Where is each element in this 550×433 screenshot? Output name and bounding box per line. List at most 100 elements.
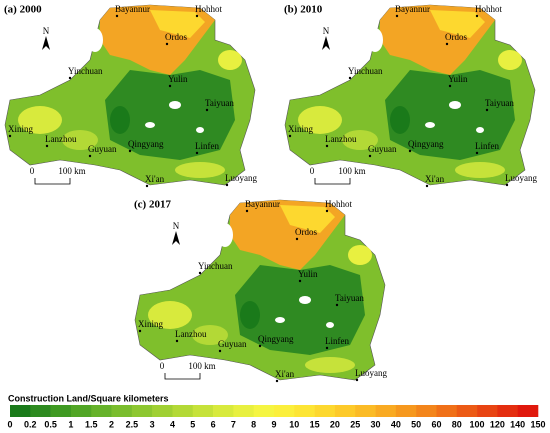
city-dot <box>195 14 199 18</box>
city-label: Luoyang <box>225 173 257 183</box>
city-label: Guyuan <box>88 144 117 154</box>
legend-swatch <box>436 405 458 417</box>
legend-swatch <box>497 405 518 417</box>
city-label: Xi'an <box>275 369 295 379</box>
legend-label: 140 <box>510 419 525 429</box>
city-label: Yulin <box>168 74 188 84</box>
legend-label: 25 <box>350 419 360 429</box>
legend-label: 60 <box>431 419 441 429</box>
city-dot <box>175 339 179 343</box>
city-dot <box>485 108 489 112</box>
city-label: Xi'an <box>145 174 165 184</box>
city-label: Xining <box>138 319 164 329</box>
city-label: Yulin <box>448 74 468 84</box>
legend-swatch <box>477 405 498 417</box>
legend-swatch <box>375 405 397 417</box>
legend-label: 20 <box>330 419 340 429</box>
city-dot <box>348 76 352 80</box>
legend-label: 120 <box>490 419 505 429</box>
city-dot <box>505 183 509 187</box>
city-dot <box>475 151 479 155</box>
scale-bar <box>34 178 71 185</box>
panel-title: (a) 2000 <box>4 4 42 16</box>
legend: Construction Land/Square kilometers 0 0.2 0… <box>7 393 545 429</box>
scale-start: 0 <box>310 166 315 176</box>
city-dot <box>225 183 229 187</box>
city-label: Taiyuan <box>335 293 364 303</box>
north-arrow-label: N <box>43 26 50 36</box>
scale-end: 100 km <box>188 361 215 371</box>
scale-end: 100 km <box>338 166 365 176</box>
city-label: Linfen <box>325 336 349 346</box>
legend-swatch <box>456 405 478 417</box>
city-dot <box>115 14 119 18</box>
city-dot <box>295 237 299 241</box>
city-dot <box>475 14 479 18</box>
city-label: Yinchuan <box>198 261 233 271</box>
city-dot <box>198 271 202 275</box>
legend-label: 0.5 <box>44 419 57 429</box>
legend-label: 7 <box>231 419 236 429</box>
legend-swatch <box>416 405 437 417</box>
legend-swatch <box>91 405 112 417</box>
north-arrow <box>322 36 330 50</box>
north-arrow-label: N <box>323 26 330 36</box>
legend-label: 4 <box>170 419 175 429</box>
legend-swatch <box>233 405 254 417</box>
city-label: Linfen <box>195 141 219 151</box>
city-dot <box>258 344 262 348</box>
city-dot <box>275 379 279 383</box>
legend-swatch <box>172 405 194 417</box>
legend-label: 1.5 <box>85 419 98 429</box>
city-dot <box>128 149 132 153</box>
legend-swatch <box>111 405 133 417</box>
scale-start: 0 <box>160 361 165 371</box>
city-label: Linfen <box>475 141 499 151</box>
legend-swatch <box>50 405 72 417</box>
legend-swatch <box>294 405 315 417</box>
legend-label: 40 <box>391 419 401 429</box>
legend-swatch <box>30 405 51 417</box>
legend-swatch <box>517 405 539 417</box>
city-label: Xi'an <box>425 174 445 184</box>
legend-swatch <box>70 405 92 417</box>
city-dot <box>168 84 172 88</box>
legend-swatch <box>253 405 275 417</box>
legend-label: 80 <box>452 419 462 429</box>
legend-label: 150 <box>530 419 545 429</box>
city-label: Xining <box>8 124 34 134</box>
legend-label: 1 <box>68 419 73 429</box>
city-label: Guyuan <box>368 144 397 154</box>
city-label: Guyuan <box>218 339 247 349</box>
legend-label: 0.2 <box>24 419 37 429</box>
city-dot <box>445 42 449 46</box>
city-label: Lanzhou <box>45 134 77 144</box>
city-label: Yinchuan <box>68 66 103 76</box>
city-dot <box>218 349 222 353</box>
city-label: Qingyang <box>408 139 444 149</box>
legend-swatch <box>334 405 356 417</box>
city-dot <box>165 42 169 46</box>
city-dot <box>45 144 49 148</box>
city-dot <box>288 134 292 138</box>
scale-bar <box>314 178 351 185</box>
city-dot <box>448 84 452 88</box>
city-dot <box>325 346 329 350</box>
city-label: Xining <box>288 124 314 134</box>
scale-start: 0 <box>30 166 35 176</box>
legend-label: 2.5 <box>126 419 139 429</box>
scale-end: 100 km <box>58 166 85 176</box>
north-arrow-label: N <box>173 221 180 231</box>
legend-label: 50 <box>411 419 421 429</box>
city-label: Taiyuan <box>485 98 514 108</box>
city-dot <box>298 279 302 283</box>
panel-title: (b) 2010 <box>284 4 323 16</box>
city-label: Lanzhou <box>325 134 357 144</box>
city-dot <box>408 149 412 153</box>
legend-label: 15 <box>310 419 320 429</box>
legend-swatch <box>192 405 214 417</box>
legend-title: Construction Land/Square kilometers <box>8 393 169 403</box>
city-label: Bayannur <box>245 199 280 209</box>
